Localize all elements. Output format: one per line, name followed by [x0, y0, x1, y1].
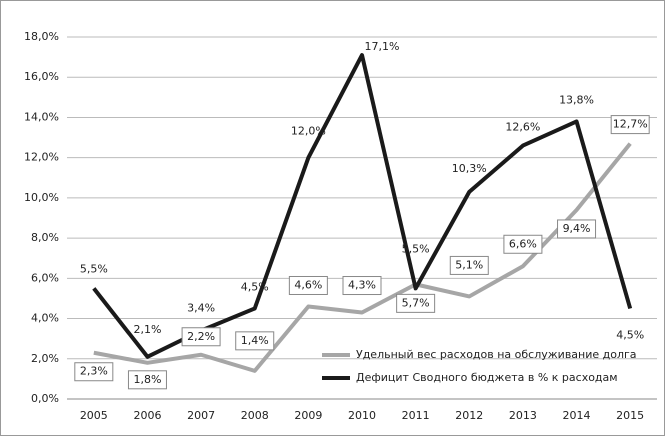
label-box [181, 327, 221, 347]
data-label: 2,3% [80, 365, 108, 378]
x-tick-label: 2011 [402, 409, 430, 422]
label-box [288, 275, 328, 295]
x-tick-label: 2010 [348, 409, 376, 422]
x-tick-label: 2008 [241, 409, 269, 422]
label-box [74, 362, 114, 382]
data-label: 4,6% [294, 278, 322, 291]
label-box [127, 370, 167, 390]
x-tick-label: 2009 [294, 409, 322, 422]
y-tick-label: 6,0% [31, 271, 59, 284]
data-label: 13,8% [559, 93, 594, 106]
data-label: 2,1% [133, 323, 161, 336]
data-label: 12,0% [291, 125, 326, 138]
data-label: 1,4% [241, 334, 269, 347]
y-tick-label: 18,0% [24, 30, 59, 43]
y-tick-label: 16,0% [24, 70, 59, 83]
data-label: 17,1% [365, 40, 400, 53]
label-box [557, 219, 597, 239]
label-box [342, 276, 382, 296]
data-label: 4,3% [348, 279, 376, 292]
data-label: 5,7% [402, 296, 430, 309]
y-tick-label: 10,0% [24, 191, 59, 204]
y-tick-label: 4,0% [31, 312, 59, 325]
data-label: 1,8% [133, 373, 161, 386]
data-label: 4,5% [616, 329, 644, 342]
x-tick-label: 2014 [563, 409, 591, 422]
y-tick-label: 0,0% [31, 392, 59, 405]
legend-label: Удельный вес расходов на обслуживание до… [356, 348, 637, 361]
data-label: 12,7% [613, 118, 648, 131]
data-label: 2,2% [187, 330, 215, 343]
label-box [610, 115, 650, 135]
x-tick-label: 2015 [616, 409, 644, 422]
y-tick-label: 2,0% [31, 352, 59, 365]
label-box [449, 255, 489, 275]
x-tick-label: 2012 [455, 409, 483, 422]
data-label: 4,5% [241, 281, 269, 294]
data-label: 6,6% [509, 237, 537, 250]
data-label: 5,1% [455, 258, 483, 271]
label-box [503, 234, 543, 254]
x-tick-label: 2007 [187, 409, 215, 422]
series-line [93, 142, 632, 373]
data-label: 3,4% [187, 302, 215, 315]
x-tick-label: 2013 [509, 409, 537, 422]
label-box [396, 293, 436, 313]
data-label: 9,4% [563, 222, 591, 235]
data-label: 10,3% [452, 162, 487, 175]
y-tick-label: 14,0% [24, 110, 59, 123]
legend-label: Дефицит Сводного бюджета в % к расходам [356, 371, 618, 384]
label-box [235, 331, 275, 351]
data-label: 5,5% [80, 262, 108, 275]
y-tick-label: 8,0% [31, 231, 59, 244]
data-label: 5,5% [402, 242, 430, 255]
x-tick-label: 2005 [80, 409, 108, 422]
data-label: 12,6% [505, 121, 540, 134]
y-tick-label: 12,0% [24, 151, 59, 164]
x-tick-label: 2006 [133, 409, 161, 422]
